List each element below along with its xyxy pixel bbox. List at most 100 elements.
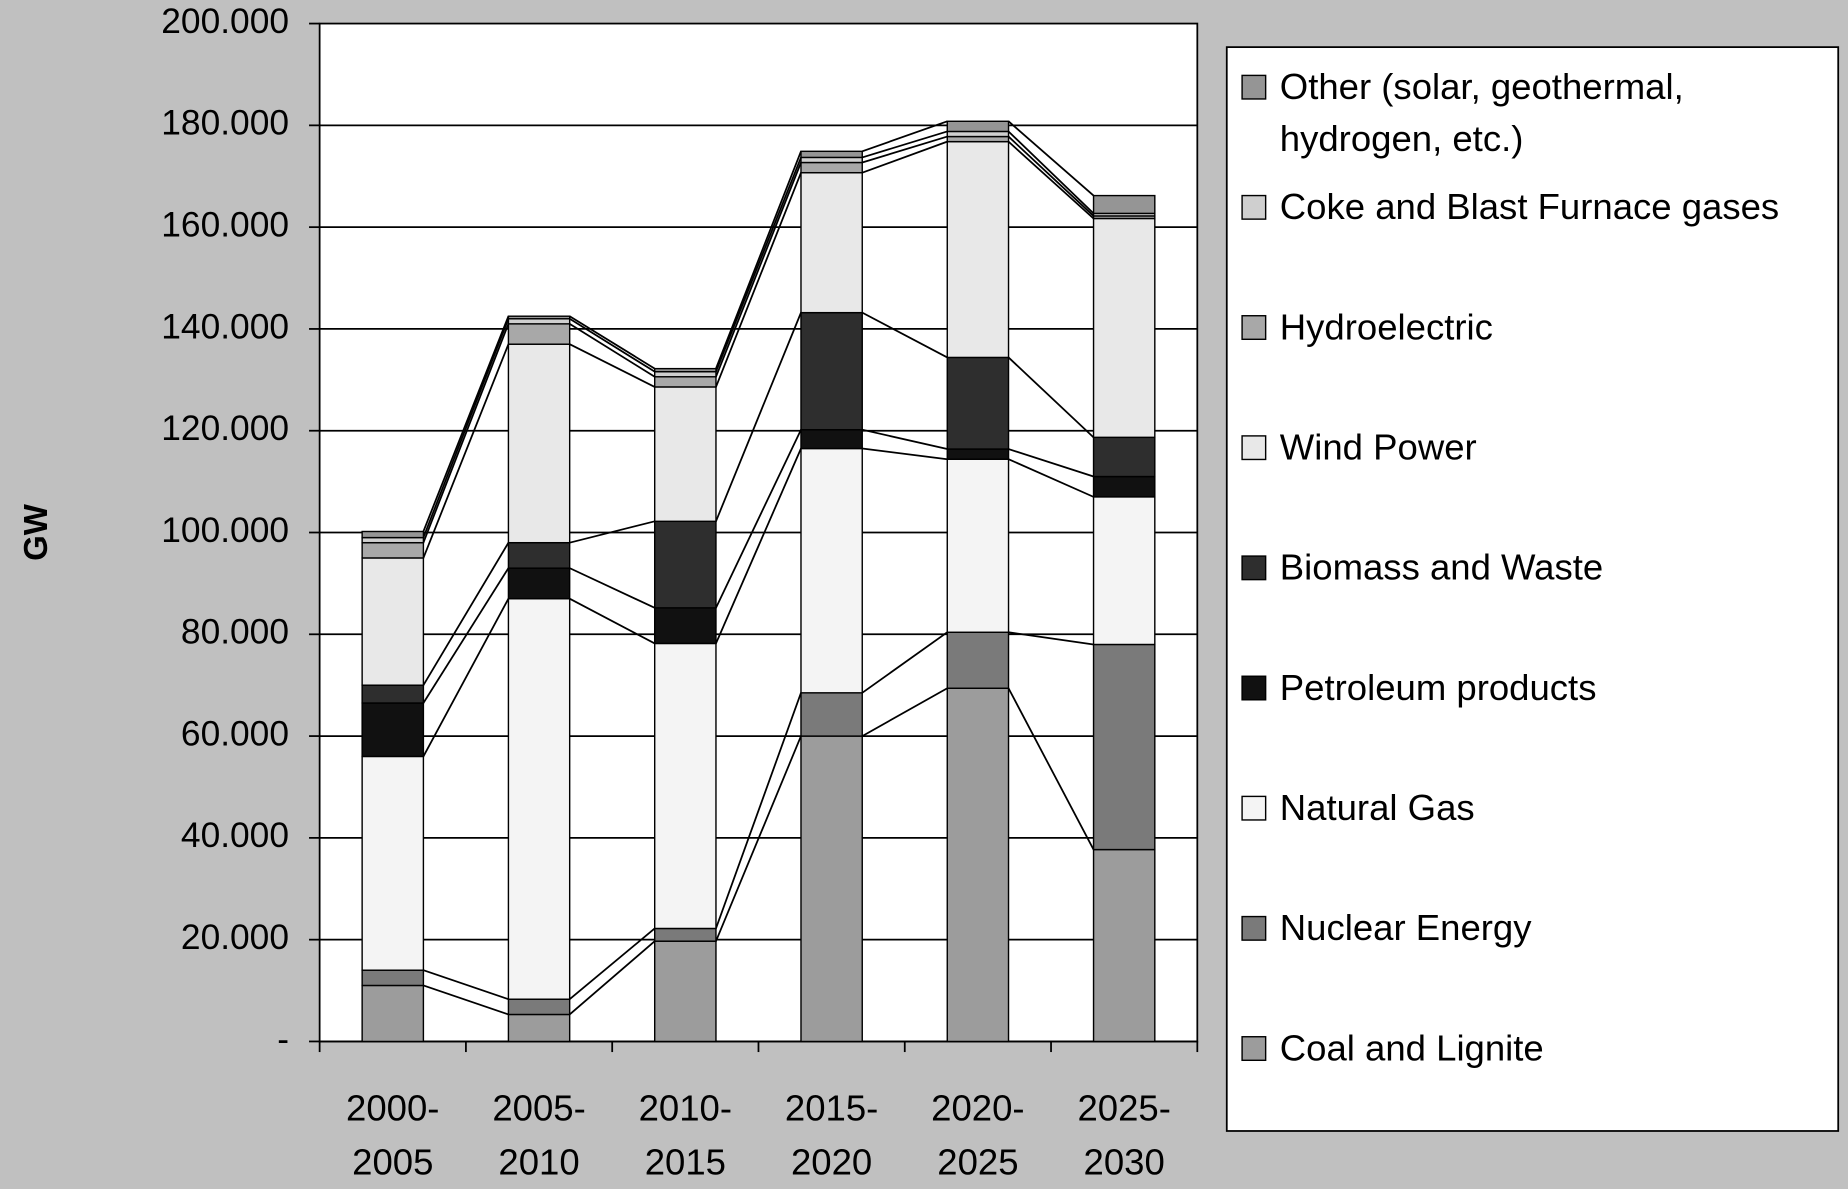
series-line: [1008, 448, 1094, 478]
series-line: [423, 969, 509, 1001]
series-line: [861, 130, 948, 159]
bar-segment: [800, 171, 863, 314]
bar-segment: [653, 367, 717, 373]
y-axis-label: GW: [17, 503, 54, 561]
bar-segment: [507, 343, 571, 544]
y-tick-label: 20.000: [181, 918, 289, 957]
legend-swatch: [1241, 74, 1267, 100]
y-tick-label: 100.000: [161, 511, 289, 550]
bar-segment: [507, 315, 571, 320]
series-line: [861, 311, 948, 359]
bar-segment: [361, 969, 425, 987]
bar-segment: [800, 735, 863, 1043]
series-line: [715, 150, 802, 369]
bar-segment: [653, 370, 717, 378]
bar-segment: [946, 135, 1010, 143]
x-tick-label-box: 2010-2015: [638, 1087, 733, 1183]
series-line: [422, 567, 510, 704]
series-line: [715, 692, 802, 929]
legend-label-box: Coal and Lignite: [1279, 1027, 1544, 1069]
series-line: [1008, 458, 1094, 498]
bar-segment: [800, 161, 863, 174]
series-line: [1007, 135, 1095, 217]
series-line: [569, 317, 656, 373]
series-line: [422, 343, 510, 559]
y-tick-label: 80.000: [181, 613, 289, 652]
series-line: [422, 323, 510, 544]
bar-segment: [946, 448, 1010, 460]
bar-segment: [653, 520, 717, 609]
series-line: [422, 315, 510, 532]
bar-segment: [800, 311, 863, 431]
series-line: [1007, 687, 1095, 850]
legend-label-box: Hydroelectric: [1280, 306, 1493, 347]
legend-label-box: Natural Gas: [1280, 787, 1475, 828]
bar-segment: [1092, 475, 1156, 498]
legend-label: Nuclear Energy: [1279, 907, 1532, 949]
legend: [1225, 46, 1840, 1132]
series-line: [861, 631, 948, 694]
series-line: [1007, 130, 1095, 215]
y-tick-label: -: [277, 1020, 289, 1059]
series-line: [715, 312, 802, 522]
series-line: [861, 135, 948, 164]
legend-label-box: Nuclear Energy: [1279, 907, 1532, 949]
legend-swatch: [1241, 194, 1267, 220]
x-tick-label: 2010-2015: [638, 1087, 733, 1183]
series-line: [569, 927, 656, 1000]
bar-segment: [946, 458, 1010, 633]
x-tick-label-box: 2005-2010: [492, 1087, 585, 1182]
x-tick-label-box: 2000-2005: [346, 1087, 439, 1182]
bar-segment: [1092, 848, 1156, 1043]
series-line: [715, 735, 802, 942]
bar-segment: [800, 150, 863, 159]
bar-segment: [1092, 643, 1156, 851]
bar-segment: [653, 642, 717, 930]
bar-segment: [361, 536, 425, 544]
series-line: [715, 429, 802, 609]
series-line: [862, 447, 948, 461]
series-line: [1008, 631, 1094, 646]
series-line: [1007, 356, 1095, 438]
legend-label: Wind Power: [1279, 426, 1477, 468]
series-line: [569, 343, 656, 388]
bar-segment: [653, 607, 717, 645]
series-line: [569, 597, 656, 645]
legend-swatch: [1241, 555, 1267, 581]
legend-label-box: Other (solar, geothermal, hydrogen, etc.…: [1280, 66, 1684, 159]
bar-segment: [361, 541, 425, 559]
y-tick-label: 160.000: [161, 205, 289, 244]
series-line: [569, 940, 656, 1016]
bar-segment: [1092, 496, 1156, 646]
legend-label-box: Petroleum products: [1280, 667, 1597, 708]
x-tick-label: 2015-2020: [784, 1087, 879, 1183]
series-line: [422, 542, 510, 686]
bar-segment: [653, 940, 717, 1043]
bar-segment: [361, 530, 425, 539]
bar-segment: [507, 541, 571, 569]
bar-segment: [361, 702, 425, 758]
bar-segment: [946, 687, 1010, 1043]
x-tick-label: 2025-2030: [1077, 1087, 1171, 1183]
x-tick-label-box: 2020-2025: [931, 1087, 1024, 1182]
series-line: [861, 120, 948, 153]
legend-label: Coal and Lignite: [1279, 1027, 1544, 1069]
bar-segment: [946, 120, 1010, 133]
series-line: [862, 428, 948, 450]
bar-segment: [946, 631, 1010, 689]
bar-segment: [361, 557, 425, 686]
series-line: [423, 984, 509, 1016]
bar-segment: [946, 130, 1010, 138]
bar-segment: [361, 684, 425, 704]
series-line: [569, 567, 656, 609]
bar-segment: [507, 1013, 571, 1043]
series-line: [715, 157, 802, 373]
legend-swatch: [1241, 675, 1267, 701]
series-line: [715, 448, 802, 644]
bar-segment: [507, 567, 571, 600]
series-line: [861, 140, 948, 174]
series-line: [861, 687, 948, 737]
series-line: [569, 520, 655, 544]
bar-segment: [1092, 194, 1156, 215]
